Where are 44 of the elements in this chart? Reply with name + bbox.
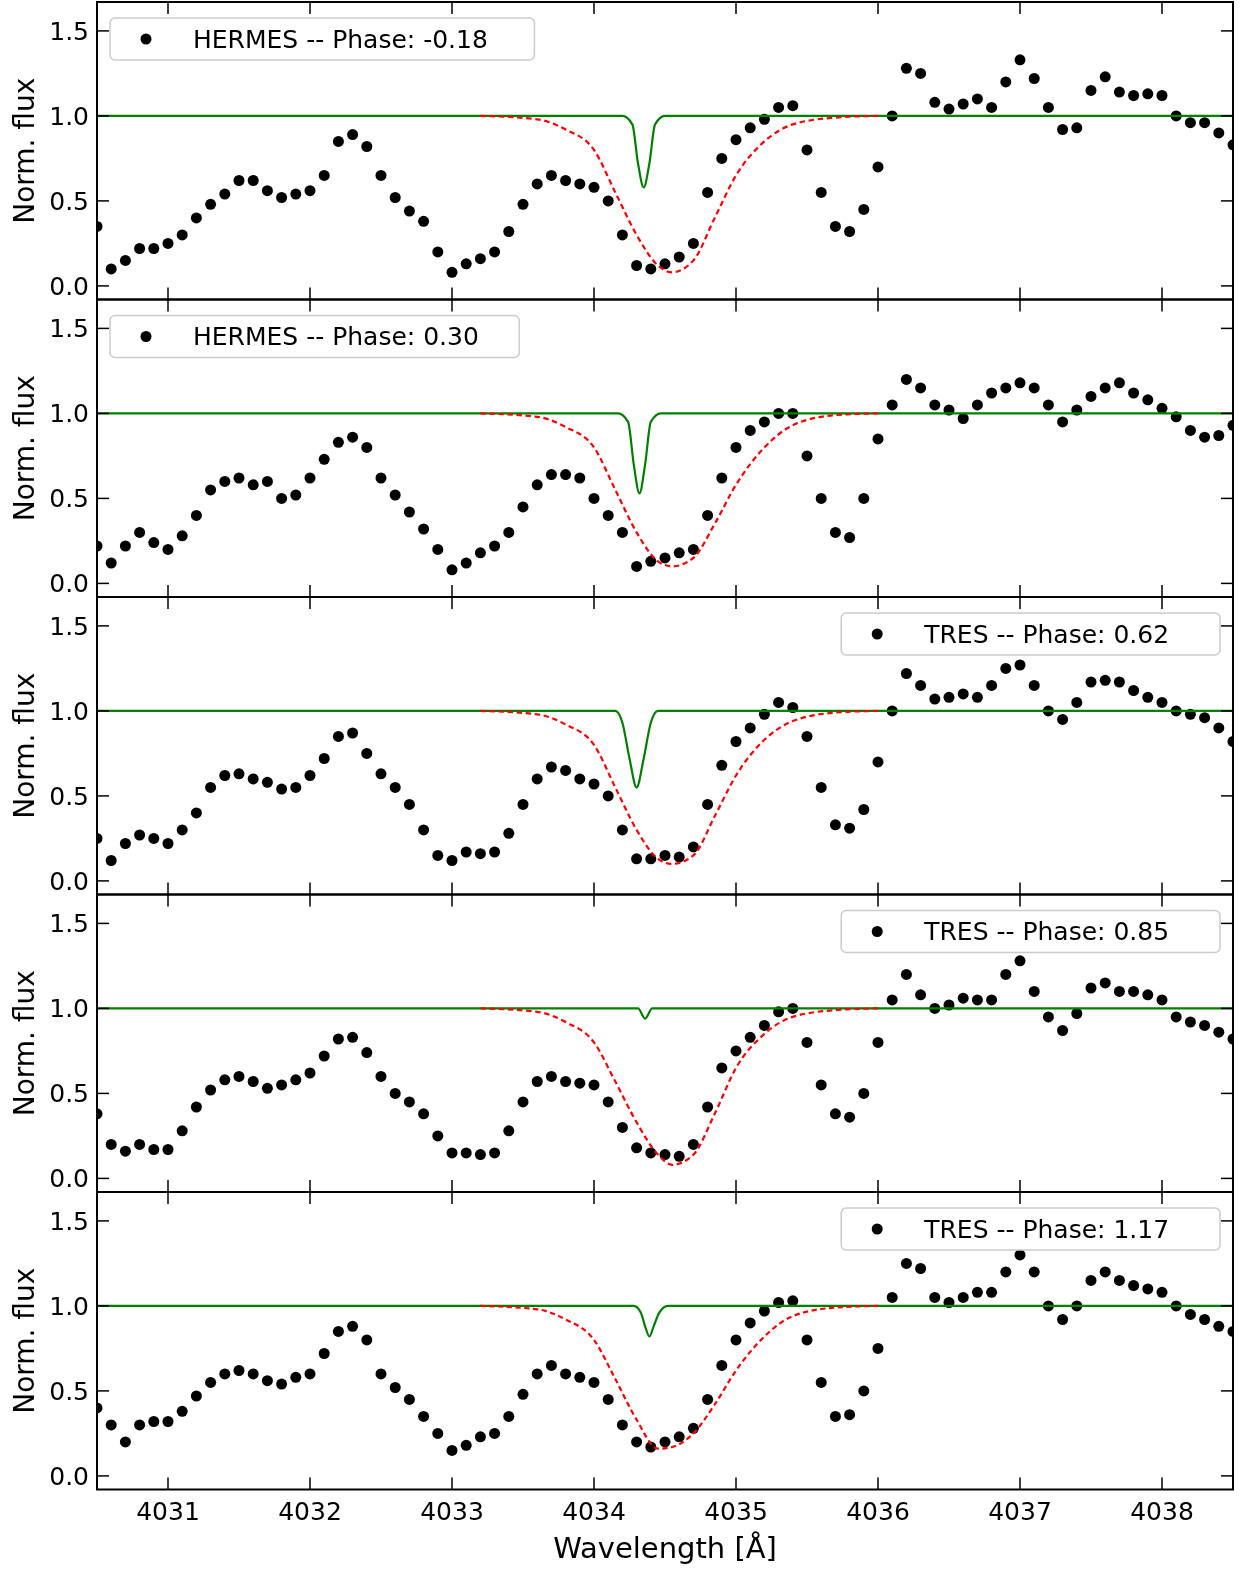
legend-label: TRES -- Phase: 0.85	[923, 917, 1170, 947]
legend-label: TRES -- Phase: 1.17	[923, 1214, 1170, 1244]
y-tick-label: 1.0	[49, 1291, 89, 1321]
y-tick-label: 0.0	[49, 1164, 89, 1194]
y-tick-label: 1.5	[49, 16, 89, 46]
y-axis-title: Norm. flux	[8, 375, 41, 522]
line-series	[479, 114, 880, 274]
x-axis-title: Wavelength [Å]	[553, 1530, 777, 1565]
x-tick-label: 4036	[846, 1496, 910, 1526]
x-tick-label: 4031	[136, 1496, 200, 1526]
y-tick-label: 1.0	[49, 399, 89, 429]
x-tick-label: 4038	[1130, 1496, 1194, 1526]
legend-label: TRES -- Phase: 0.62	[923, 619, 1170, 649]
x-tick-label: 4037	[988, 1496, 1052, 1526]
y-tick-label: 0.0	[49, 1461, 89, 1491]
y-tick-label: 0.0	[49, 866, 89, 896]
y-tick-label: 0.0	[49, 271, 89, 301]
y-tick-label: 1.5	[49, 909, 89, 939]
y-tick-label: 0.0	[49, 569, 89, 599]
y-axis-title: Norm. flux	[8, 77, 41, 224]
y-axis-title: Norm. flux	[8, 1267, 41, 1414]
y-tick-label: 1.5	[49, 314, 89, 344]
y-tick-label: 1.0	[49, 696, 89, 726]
x-tick-label: 4033	[420, 1496, 484, 1526]
y-tick-label: 0.5	[49, 781, 89, 811]
x-tick-label: 4032	[278, 1496, 342, 1526]
y-tick-label: 1.0	[49, 101, 89, 131]
y-tick-label: 0.5	[49, 484, 89, 514]
line-series	[97, 412, 1233, 495]
y-tick-label: 1.5	[49, 611, 89, 641]
y-tick-label: 1.5	[49, 1206, 89, 1236]
y-tick-label: 0.5	[49, 1079, 89, 1109]
y-tick-label: 0.5	[49, 1376, 89, 1406]
y-axis-title: Norm. flux	[8, 970, 41, 1117]
legend-label: HERMES -- Phase: -0.18	[193, 24, 488, 54]
legend-label: HERMES -- Phase: 0.30	[193, 322, 479, 352]
y-tick-label: 0.5	[49, 186, 89, 216]
line-series	[479, 1007, 880, 1166]
y-tick-label: 1.0	[49, 994, 89, 1024]
y-axis-title: Norm. flux	[8, 672, 41, 819]
line-series	[479, 412, 880, 568]
line-series	[479, 709, 880, 865]
x-tick-label: 4034	[562, 1496, 626, 1526]
x-tick-label: 4035	[704, 1496, 768, 1526]
